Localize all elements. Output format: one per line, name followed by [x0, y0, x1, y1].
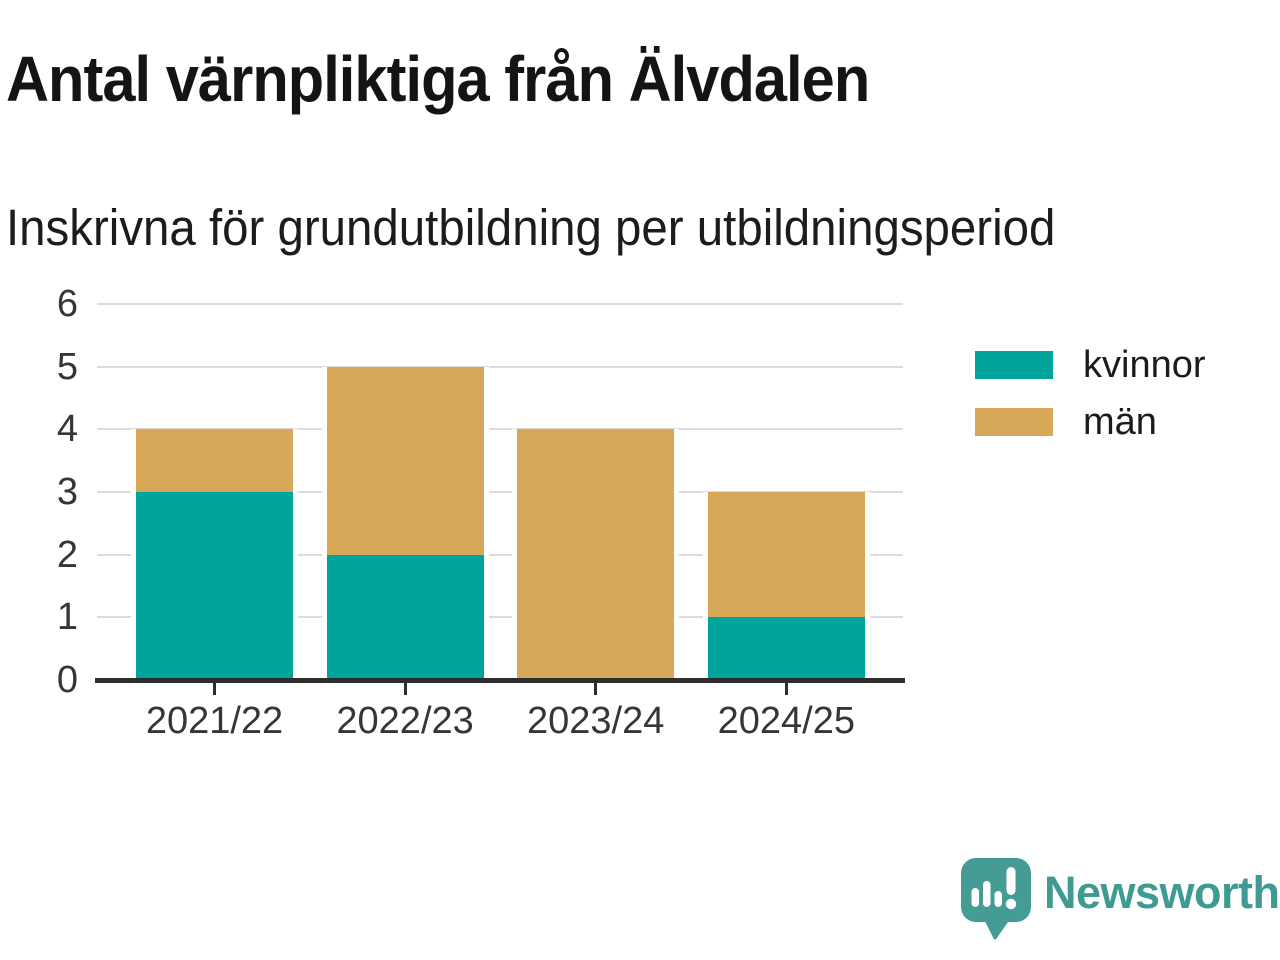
x-axis-tick — [403, 682, 407, 695]
legend-swatch-kvinnor — [975, 351, 1053, 379]
bar-segment-kvinnor — [326, 554, 484, 680]
x-axis-tick-label: 2022/23 — [336, 700, 474, 742]
y-axis-tick-label: 2 — [56, 533, 78, 576]
legend-item: kvinnor — [975, 346, 1206, 384]
legend-label: kvinnor — [1083, 344, 1206, 386]
bar-segment-män — [136, 429, 293, 492]
y-axis-tick-label: 3 — [56, 471, 78, 513]
branding: Newsworthy — [958, 854, 1280, 942]
gridline — [97, 303, 903, 305]
bar-stack — [517, 429, 675, 680]
legend-swatch-män — [975, 408, 1053, 436]
legend-label: män — [1083, 401, 1157, 443]
x-axis-tick-label: 2023/24 — [527, 700, 665, 742]
bar-segment-kvinnor — [136, 491, 293, 680]
gridline — [97, 553, 903, 556]
bar-stack — [326, 366, 484, 680]
gridline — [97, 616, 903, 619]
bar-segment-kvinnor — [707, 617, 865, 680]
y-axis-tick-label: 0 — [56, 659, 78, 701]
x-axis-tick-label: 2024/25 — [717, 700, 855, 742]
bar-segment-män — [707, 492, 865, 618]
page-title: Antal värnpliktiga från Älvdalen — [6, 43, 870, 115]
y-axis-tick-label: 4 — [56, 408, 78, 451]
newsworthy-logo-icon — [961, 858, 1031, 940]
legend-item: män — [975, 403, 1206, 441]
x-axis-line — [95, 678, 905, 683]
x-axis-tick-label: 2021/22 — [145, 700, 284, 742]
chart-subtitle: Inskrivna för grundutbildning per utbild… — [6, 199, 1056, 256]
gridline — [97, 491, 903, 493]
y-axis-tick-label: 5 — [56, 345, 78, 388]
y-axis-tick-label: 6 — [56, 283, 78, 325]
bar-stack — [136, 429, 293, 680]
x-axis-tick — [784, 682, 788, 695]
bar-stack — [707, 492, 865, 680]
newsworthy-logo-text: Newsworthy — [1044, 867, 1280, 918]
bar-segment-män — [517, 429, 675, 680]
x-axis-tick — [594, 682, 598, 695]
legend: kvinnor män — [975, 346, 1206, 460]
bar-segment-män — [326, 366, 484, 555]
y-axis-tick-label: 1 — [56, 596, 78, 639]
x-axis-tick — [213, 682, 216, 695]
gridline — [97, 428, 903, 431]
gridline — [97, 365, 903, 368]
